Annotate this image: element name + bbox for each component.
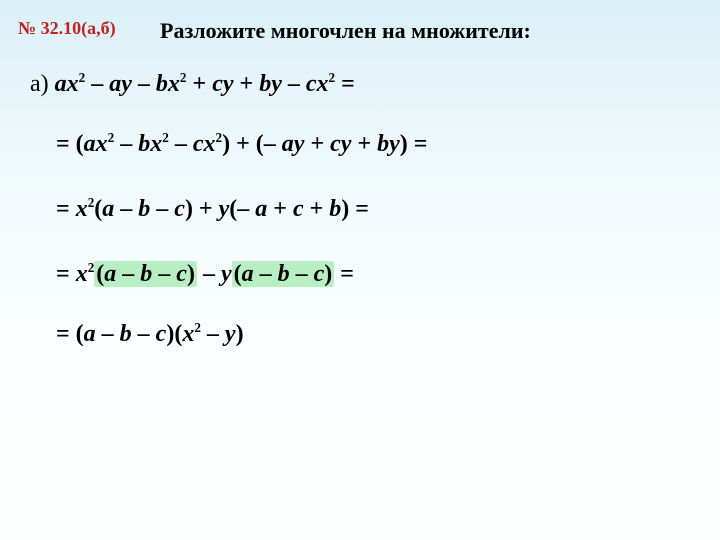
op: – (114, 131, 138, 157)
op: – (96, 321, 120, 347)
var: a (84, 131, 96, 157)
var: b (138, 196, 150, 222)
op: + (234, 71, 260, 97)
var: y (225, 321, 236, 347)
instruction: Разложите многочлен на множители: (160, 18, 531, 44)
var: a (55, 71, 67, 97)
var: c (193, 131, 204, 157)
exp: 2 (194, 320, 201, 335)
var: c (156, 321, 167, 347)
var: y (121, 71, 132, 97)
op: ) + (185, 196, 219, 222)
var: c (314, 261, 325, 287)
var: y (221, 261, 232, 287)
op: = ( (56, 321, 84, 347)
math-line-2: = (ax2 – bx2 – cx2) + (– ay + cy + by) = (56, 130, 427, 158)
var: y (223, 71, 234, 97)
var: c (212, 71, 223, 97)
var: y (219, 196, 230, 222)
op: = (56, 261, 76, 287)
op: ) = (341, 196, 369, 222)
var: a (104, 261, 116, 287)
var: x (204, 131, 216, 157)
op: ) (324, 261, 332, 287)
var: x (317, 71, 329, 97)
op: ) = (400, 131, 428, 157)
var: b (138, 131, 150, 157)
op: – (85, 71, 109, 97)
op: + (304, 131, 330, 157)
var: c (176, 261, 187, 287)
var: a (109, 71, 121, 97)
var: a (282, 131, 294, 157)
op: )( (166, 321, 182, 347)
var: b (140, 261, 152, 287)
op: ) (187, 261, 195, 287)
var: x (150, 131, 162, 157)
var: c (293, 196, 304, 222)
op: – (116, 261, 140, 287)
op: = (56, 196, 76, 222)
var: b (329, 196, 341, 222)
var: b (377, 131, 389, 157)
highlight-1: (a – b – c) (94, 261, 197, 287)
part-label: а) (30, 71, 49, 97)
op: + (304, 196, 330, 222)
op: – (197, 261, 221, 287)
var: c (330, 131, 341, 157)
op: ) (236, 321, 244, 347)
op: – (169, 131, 193, 157)
exp: 2 (180, 70, 187, 85)
var: y (389, 131, 400, 157)
math-line-1: а) ax2 – ay – bx2 + cy + by – cx2 = (30, 70, 355, 98)
math-line-5: = (a – b – c)(x2 – y) (56, 320, 244, 348)
var: x (67, 71, 79, 97)
op: – (132, 321, 156, 347)
op: + (187, 71, 213, 97)
exp: 2 (162, 130, 169, 145)
var: c (174, 196, 185, 222)
op: – (254, 261, 278, 287)
op: + (351, 131, 377, 157)
op: – (290, 261, 314, 287)
var: c (306, 71, 317, 97)
var: b (278, 261, 290, 287)
var: b (120, 321, 132, 347)
op: – (150, 196, 174, 222)
var: y (294, 131, 305, 157)
var: y (271, 71, 282, 97)
var: b (259, 71, 271, 97)
var: a (102, 196, 114, 222)
var: a (255, 196, 267, 222)
var: x (76, 261, 88, 287)
highlight-2: (a – b – c) (232, 261, 335, 287)
op: ( (234, 261, 242, 287)
var: x (168, 71, 180, 97)
math-line-3: = x2(a – b – c) + y(– a + c + b) = (56, 195, 369, 223)
var: y (341, 131, 352, 157)
op: (– (229, 196, 255, 222)
op: + (267, 196, 293, 222)
op: = (334, 261, 354, 287)
var: a (242, 261, 254, 287)
op: ) + (– (222, 131, 282, 157)
op: = ( (56, 131, 84, 157)
op: – (114, 196, 138, 222)
var: x (76, 196, 88, 222)
op: = (335, 71, 355, 97)
var: a (84, 321, 96, 347)
var: x (182, 321, 194, 347)
var: b (156, 71, 168, 97)
op: – (152, 261, 176, 287)
op: – (132, 71, 156, 97)
op: – (201, 321, 225, 347)
problem-number: № 32.10(а,б) (18, 18, 116, 39)
math-line-4: = x2(a – b – c) – y(a – b – c) = (56, 260, 354, 288)
op: – (282, 71, 306, 97)
var: x (96, 131, 108, 157)
